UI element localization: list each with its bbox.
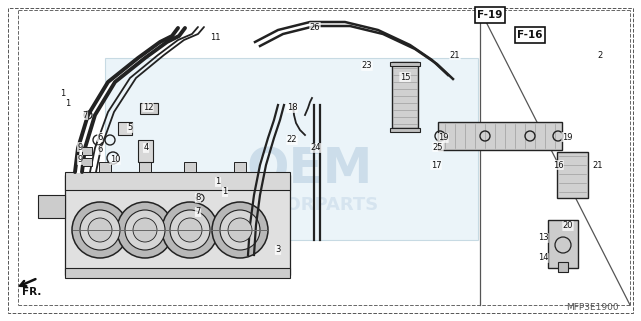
Polygon shape [558, 262, 568, 272]
Polygon shape [548, 220, 578, 268]
Text: MOTORPARTS: MOTORPARTS [241, 196, 379, 214]
Text: 21: 21 [593, 160, 603, 169]
Text: 5: 5 [128, 124, 133, 133]
Text: 6: 6 [97, 145, 103, 154]
Text: 17: 17 [431, 160, 441, 169]
Text: 12: 12 [143, 102, 153, 111]
Text: 1: 1 [60, 89, 65, 98]
Text: 1: 1 [65, 99, 71, 108]
Polygon shape [118, 122, 132, 135]
Polygon shape [140, 103, 158, 114]
Polygon shape [82, 158, 92, 166]
Text: 13: 13 [538, 233, 548, 242]
Text: 18: 18 [287, 103, 297, 112]
Text: 26: 26 [310, 22, 320, 31]
Circle shape [212, 202, 268, 258]
Polygon shape [82, 147, 92, 155]
Circle shape [125, 210, 165, 250]
Text: 8: 8 [196, 194, 201, 203]
Polygon shape [139, 162, 151, 172]
Text: 19: 19 [562, 133, 572, 142]
Text: 9: 9 [78, 155, 83, 164]
Polygon shape [438, 122, 562, 150]
Text: 23: 23 [362, 62, 372, 71]
Circle shape [72, 202, 128, 258]
Text: 25: 25 [433, 143, 443, 152]
Text: F-16: F-16 [517, 30, 543, 40]
Text: 11: 11 [210, 32, 221, 41]
Circle shape [170, 210, 210, 250]
Text: OEM: OEM [247, 146, 373, 194]
Text: 1: 1 [222, 187, 228, 196]
Text: 15: 15 [400, 73, 410, 82]
Polygon shape [392, 62, 418, 128]
Text: 3: 3 [276, 246, 281, 255]
Polygon shape [38, 195, 65, 218]
Polygon shape [234, 162, 246, 172]
Polygon shape [184, 162, 196, 172]
Text: 2: 2 [597, 50, 603, 59]
Text: FR.: FR. [22, 287, 42, 297]
Text: 10: 10 [110, 155, 121, 164]
Text: 20: 20 [563, 221, 573, 230]
Text: 16: 16 [553, 160, 563, 169]
Polygon shape [390, 62, 420, 66]
Text: 24: 24 [311, 143, 321, 152]
Polygon shape [138, 140, 153, 162]
Text: 1: 1 [215, 178, 221, 187]
Polygon shape [65, 172, 290, 190]
Circle shape [228, 218, 252, 242]
Circle shape [178, 218, 202, 242]
Text: F-19: F-19 [478, 10, 503, 20]
Text: 14: 14 [538, 254, 548, 263]
Circle shape [80, 210, 120, 250]
Text: 19: 19 [438, 134, 448, 143]
Text: MFP3E1900: MFP3E1900 [566, 303, 619, 313]
Text: 6: 6 [97, 133, 103, 142]
Circle shape [88, 218, 112, 242]
Polygon shape [65, 268, 290, 278]
Polygon shape [390, 128, 420, 132]
Text: 21: 21 [450, 50, 460, 59]
Text: 4: 4 [144, 143, 149, 152]
Circle shape [117, 202, 173, 258]
Circle shape [162, 202, 218, 258]
Polygon shape [65, 175, 290, 275]
Text: 9: 9 [78, 143, 83, 152]
Polygon shape [99, 162, 111, 172]
Circle shape [133, 218, 157, 242]
Text: 7: 7 [196, 207, 201, 216]
Text: 22: 22 [287, 135, 297, 144]
Polygon shape [105, 58, 478, 240]
Circle shape [220, 210, 260, 250]
Text: 7: 7 [82, 110, 88, 119]
Polygon shape [557, 152, 588, 198]
